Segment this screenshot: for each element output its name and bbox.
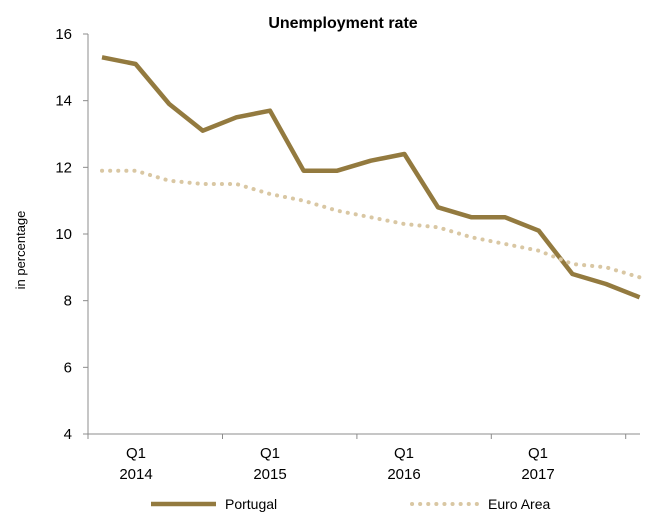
y-tick-label: 16 <box>55 26 72 43</box>
x-tick-label-quarter: Q1 <box>126 445 146 462</box>
series-line-euro-area <box>100 168 642 280</box>
x-tick-label-quarter: Q1 <box>260 445 280 462</box>
y-axis-label: in percentage <box>13 211 28 290</box>
y-tick-label: 4 <box>64 426 72 443</box>
x-tick-label-quarter: Q1 <box>394 445 414 462</box>
legend-label: Euro Area <box>488 496 550 512</box>
x-tick-label-year: 2014 <box>119 466 152 483</box>
y-tick-label: 6 <box>64 359 72 376</box>
legend: Portugal Euro Area <box>151 496 550 512</box>
y-tick-label: 10 <box>55 226 72 243</box>
x-tick-label-quarter: Q1 <box>528 445 548 462</box>
chart-title: Unemployment rate <box>268 15 417 32</box>
x-tick-label-year: 2017 <box>521 466 554 483</box>
x-tick-label-year: 2016 <box>387 466 420 483</box>
series-line-portugal <box>101 55 641 300</box>
series-group <box>100 55 642 300</box>
y-tick-label: 8 <box>64 293 72 310</box>
y-tick-label: 14 <box>55 93 72 110</box>
axes: 4 6 8 10 12 14 16 Q1 2014 Q1 2015 Q1 2016 Q1 2017 <box>55 26 640 483</box>
legend-label: Portugal <box>225 496 277 512</box>
x-tick-label-year: 2015 <box>253 466 286 483</box>
y-tick-label: 12 <box>55 159 72 176</box>
